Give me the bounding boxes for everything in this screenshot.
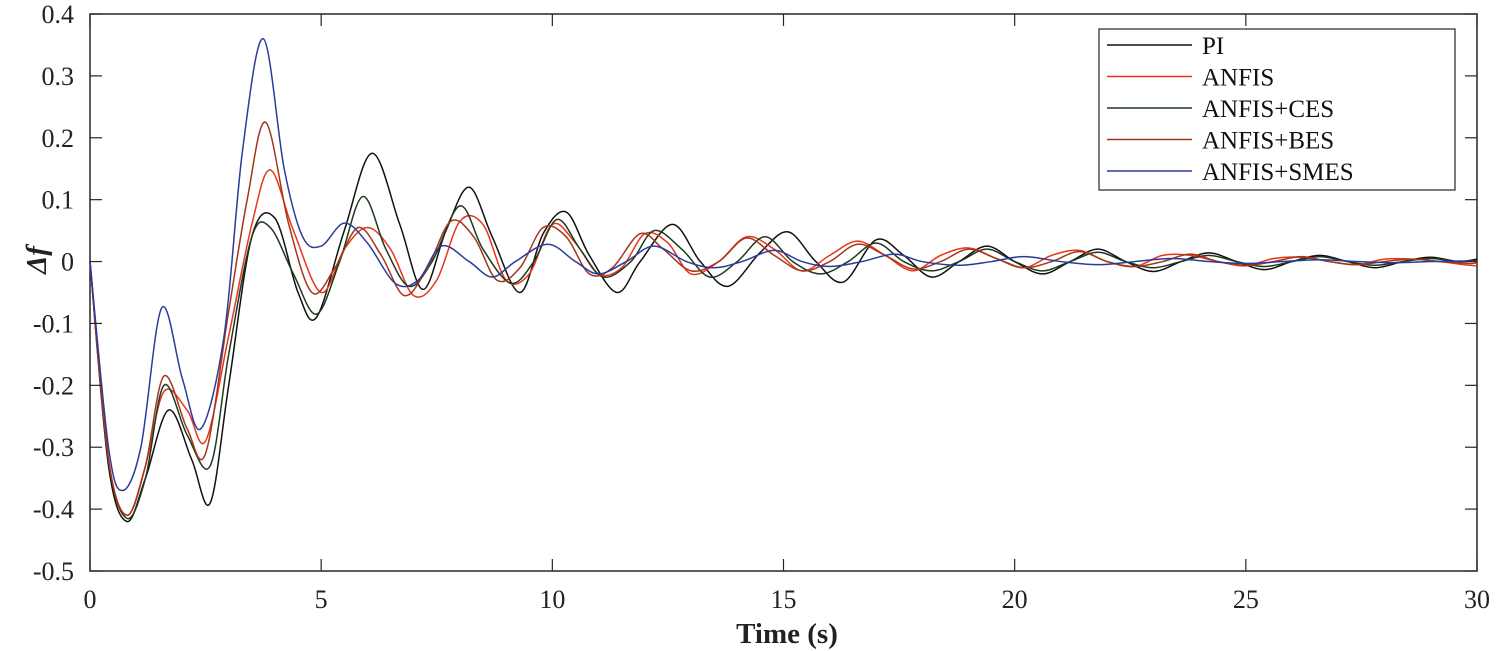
series-layer (89, 38, 1478, 523)
x-tick-label: 25 (1233, 585, 1259, 614)
x-tick-label: 0 (84, 585, 97, 614)
legend: PI ANFIS ANFIS+CES ANFIS+BES ANFIS+SMES (1098, 28, 1456, 191)
y-axis-title: Δf (21, 243, 53, 275)
legend-label-anfis: ANFIS (1202, 65, 1274, 92)
legend-label-pi: PI (1202, 33, 1224, 60)
legend-label-anfis-smes: ANFIS+SMES (1202, 159, 1354, 186)
y-tick-label: 0.3 (42, 62, 75, 91)
x-tick-label: 10 (539, 585, 565, 614)
y-tick-label: -0.2 (33, 371, 74, 400)
y-tick-label: -0.1 (33, 309, 74, 338)
legend-label-anfis-bes: ANFIS+BES (1202, 128, 1334, 155)
tick-label-layer: 0 5 10 15 20 25 30 -0.5 -0.4 -0.3 -0.2 -0.1 0 0.1 0.2 0… (33, 0, 1490, 614)
y-tick-label: -0.4 (33, 495, 74, 524)
legend-box (1098, 28, 1456, 191)
x-axis-title: Time (s) (736, 618, 838, 650)
y-tick-label: 0 (61, 248, 74, 277)
y-tick-label: 0.2 (42, 124, 75, 153)
x-tick-label: 15 (771, 585, 797, 614)
legend-label-anfis-ces: ANFIS+CES (1202, 96, 1334, 123)
tick-layer (89, 13, 1478, 572)
x-tick-label: 30 (1464, 585, 1490, 614)
y-tick-label: 0.1 (42, 186, 75, 215)
y-tick-label: -0.3 (33, 433, 74, 462)
legend-items: PI ANFIS ANFIS+CES ANFIS+BES ANFIS+SMES (1107, 33, 1354, 186)
series-line-anfis-smes (89, 38, 1478, 492)
y-tick-label: -0.5 (33, 557, 74, 586)
x-tick-label: 20 (1002, 585, 1028, 614)
x-tick-label: 5 (315, 585, 328, 614)
y-tick-label: 0.4 (42, 0, 75, 29)
